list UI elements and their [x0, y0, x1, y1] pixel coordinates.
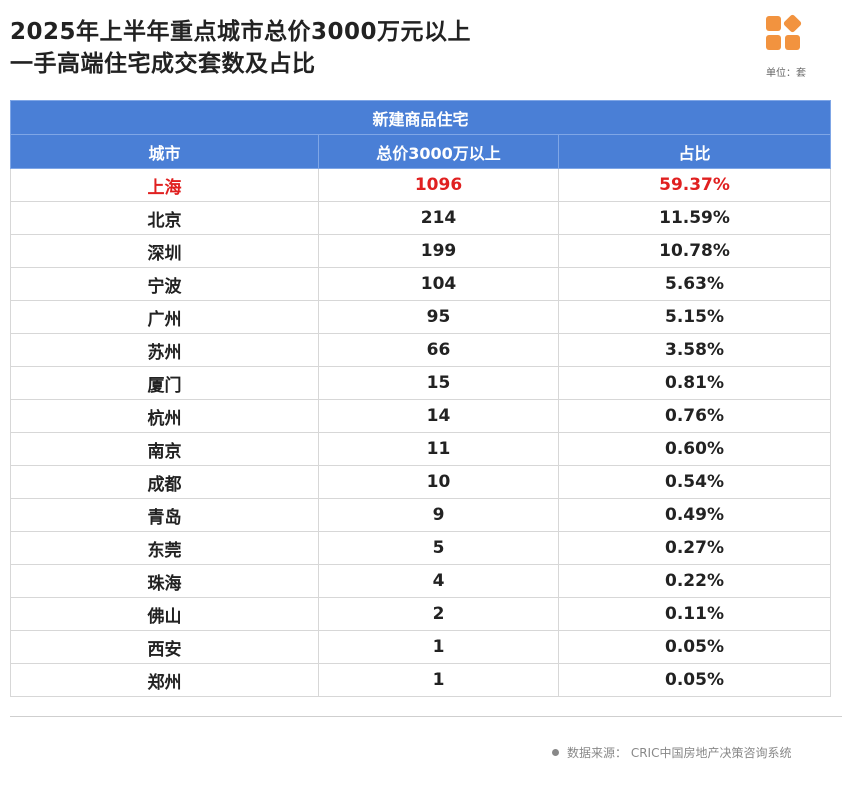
table-row: 西安 1 0.05% — [10, 630, 832, 664]
column-header-share: 占比 — [557, 134, 832, 169]
cell-city: 佛山 — [10, 597, 319, 631]
cell-share: 5.63% — [558, 267, 832, 301]
cell-share: 0.60% — [558, 432, 832, 466]
cell-city: 东莞 — [10, 531, 319, 565]
cell-count: 1 — [318, 630, 559, 664]
logo-diamond-icon — [782, 13, 803, 34]
cell-city: 珠海 — [10, 564, 319, 598]
cell-city: 郑州 — [10, 663, 319, 697]
table-row: 上海 1096 59.37% — [10, 168, 832, 202]
column-header-city: 城市 — [10, 134, 319, 169]
data-table-container: 新建商品住宅 城市 总价3000万以上 占比 上海 1096 59.37% 北京 214… — [9, 100, 832, 697]
cell-share: 0.54% — [558, 465, 832, 499]
cell-city: 宁波 — [10, 267, 319, 301]
cell-count: 10 — [318, 465, 559, 499]
cell-city: 青岛 — [10, 498, 319, 532]
cell-city: 厦门 — [10, 366, 319, 400]
table-body: 上海 1096 59.37% 北京 214 11.59% 深圳 199 10.78% 宁波 104 5… — [10, 168, 832, 697]
cell-city: 南京 — [10, 432, 319, 466]
logo-square-icon — [785, 35, 800, 50]
cell-share: 0.76% — [558, 399, 832, 433]
logo-square-icon — [766, 35, 781, 50]
cell-share: 3.58% — [558, 333, 832, 367]
cell-city: 杭州 — [10, 399, 319, 433]
column-header-count: 总价3000万以上 — [318, 134, 559, 169]
table-row: 苏州 66 3.58% — [10, 333, 832, 367]
table-row: 珠海 4 0.22% — [10, 564, 832, 598]
cell-count: 14 — [318, 399, 559, 433]
cell-count: 15 — [318, 366, 559, 400]
table-row: 广州 95 5.15% — [10, 300, 832, 334]
cell-share: 0.11% — [558, 597, 832, 631]
table-row: 杭州 14 0.76% — [10, 399, 832, 433]
cell-count: 66 — [318, 333, 559, 367]
cell-share: 0.22% — [558, 564, 832, 598]
column-header-row: 城市 总价3000万以上 占比 — [10, 134, 832, 169]
table-row: 北京 214 11.59% — [10, 201, 832, 235]
cell-share: 0.49% — [558, 498, 832, 532]
table-row: 东莞 5 0.27% — [10, 531, 832, 565]
cell-count: 5 — [318, 531, 559, 565]
group-header-row: 新建商品住宅 — [9, 100, 832, 135]
cell-count: 9 — [318, 498, 559, 532]
cell-count: 1 — [318, 663, 559, 697]
cell-count: 95 — [318, 300, 559, 334]
data-table: 新建商品住宅 城市 总价3000万以上 占比 上海 1096 59.37% 北京 214… — [9, 100, 832, 697]
cell-share: 11.59% — [558, 201, 832, 235]
cell-count: 11 — [318, 432, 559, 466]
cell-share: 0.05% — [558, 663, 832, 697]
footer-divider — [10, 716, 842, 717]
table-row: 厦门 15 0.81% — [10, 366, 832, 400]
chart-title: 2025年上半年重点城市总价3000万元以上 一手高端住宅成交套数及占比 — [10, 16, 471, 80]
cell-count: 1096 — [318, 168, 559, 202]
cell-share: 59.37% — [558, 168, 832, 202]
logo-square-icon — [766, 16, 781, 31]
unit-label: 单位：套 — [766, 68, 806, 79]
cell-city: 上海 — [10, 168, 319, 202]
brand-logo-icon — [766, 13, 803, 52]
table-row: 成都 10 0.54% — [10, 465, 832, 499]
cell-count: 4 — [318, 564, 559, 598]
cell-city: 广州 — [10, 300, 319, 334]
cell-share: 0.05% — [558, 630, 832, 664]
title-line-2: 一手高端住宅成交套数及占比 — [10, 51, 316, 77]
cell-count: 2 — [318, 597, 559, 631]
cell-share: 10.78% — [558, 234, 832, 268]
source-text: 数据来源： CRIC中国房地产决策咨询系统 — [567, 746, 792, 760]
table-row: 宁波 104 5.63% — [10, 267, 832, 301]
source-note: 数据来源： CRIC中国房地产决策咨询系统 — [552, 744, 791, 761]
cell-city: 成都 — [10, 465, 319, 499]
table-row: 深圳 199 10.78% — [10, 234, 832, 268]
cell-city: 深圳 — [10, 234, 319, 268]
cell-share: 0.81% — [558, 366, 832, 400]
cell-count: 199 — [318, 234, 559, 268]
table-row: 郑州 1 0.05% — [10, 663, 832, 697]
table-row: 佛山 2 0.11% — [10, 597, 832, 631]
cell-city: 北京 — [10, 201, 319, 235]
table-row: 南京 11 0.60% — [10, 432, 832, 466]
table-row: 青岛 9 0.49% — [10, 498, 832, 532]
cell-count: 214 — [318, 201, 559, 235]
cell-share: 0.27% — [558, 531, 832, 565]
cell-share: 5.15% — [558, 300, 832, 334]
bullet-dot-icon — [552, 749, 559, 756]
title-line-1: 2025年上半年重点城市总价3000万元以上 — [10, 19, 472, 45]
cell-city: 苏州 — [10, 333, 319, 367]
cell-city: 西安 — [10, 630, 319, 664]
group-header: 新建商品住宅 — [9, 100, 832, 135]
cell-count: 104 — [318, 267, 559, 301]
